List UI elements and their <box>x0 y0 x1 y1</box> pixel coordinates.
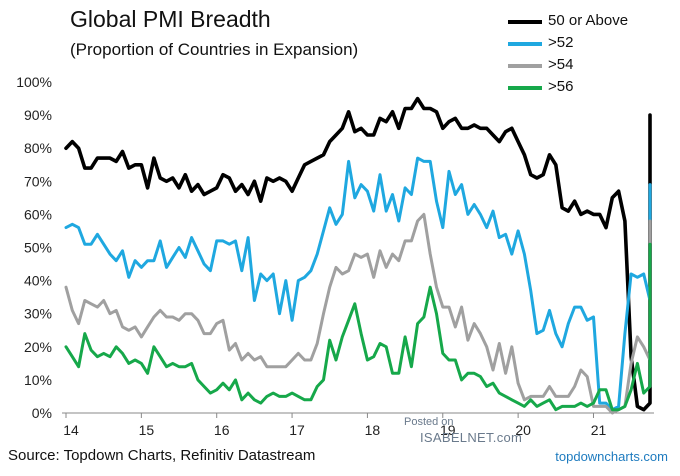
legend-swatch <box>508 42 542 46</box>
y-axis-ticks: 0% 10% 20% 30% 40% 50% 60% 70% 80% 90% 100% <box>16 74 52 421</box>
y-tick-label: 10% <box>24 372 52 388</box>
x-tick-label: 14 <box>63 422 79 438</box>
y-tick-label: 70% <box>24 173 52 189</box>
legend-label: 50 or Above <box>548 12 629 29</box>
x-axis-ticks: 14 15 16 17 18 19 20 21 <box>63 413 606 438</box>
y-tick-label: 100% <box>16 74 52 90</box>
series-lines <box>64 96 652 415</box>
x-tick-label: 21 <box>591 422 607 438</box>
x-tick-label: 17 <box>289 422 305 438</box>
x-tick-label: 19 <box>440 422 456 438</box>
legend-swatch <box>508 86 542 90</box>
y-tick-label: 0% <box>32 405 52 421</box>
y-tick-label: 20% <box>24 339 52 355</box>
y-tick-label: 40% <box>24 273 52 289</box>
series-line-52 <box>64 156 652 412</box>
chart-title: Global PMI Breadth <box>70 6 271 32</box>
series-line-54 <box>64 212 652 415</box>
chart-subtitle: (Proportion of Countries in Expansion) <box>70 40 359 59</box>
legend-label: >56 <box>548 78 574 95</box>
legend-swatch <box>508 20 542 24</box>
x-tick-label: 16 <box>214 422 230 438</box>
watermark-brand: ISABELNET.com <box>420 430 523 445</box>
y-tick-label: 90% <box>24 107 52 123</box>
legend-label: >54 <box>548 56 574 73</box>
x-tick-label: 18 <box>365 422 381 438</box>
y-tick-label: 60% <box>24 206 52 222</box>
site-credit[interactable]: topdowncharts.com <box>555 449 668 464</box>
series-line-56 <box>64 242 652 412</box>
legend-label: >52 <box>548 34 574 51</box>
x-tick-label: 15 <box>139 422 155 438</box>
y-tick-label: 80% <box>24 140 52 156</box>
watermark-posted: Posted on <box>404 416 454 428</box>
x-tick-label: 20 <box>515 422 531 438</box>
source-note: Source: Topdown Charts, Refinitiv Datast… <box>8 447 316 464</box>
y-tick-label: 50% <box>24 240 52 256</box>
y-tick-label: 30% <box>24 306 52 322</box>
legend-swatch <box>508 64 542 68</box>
